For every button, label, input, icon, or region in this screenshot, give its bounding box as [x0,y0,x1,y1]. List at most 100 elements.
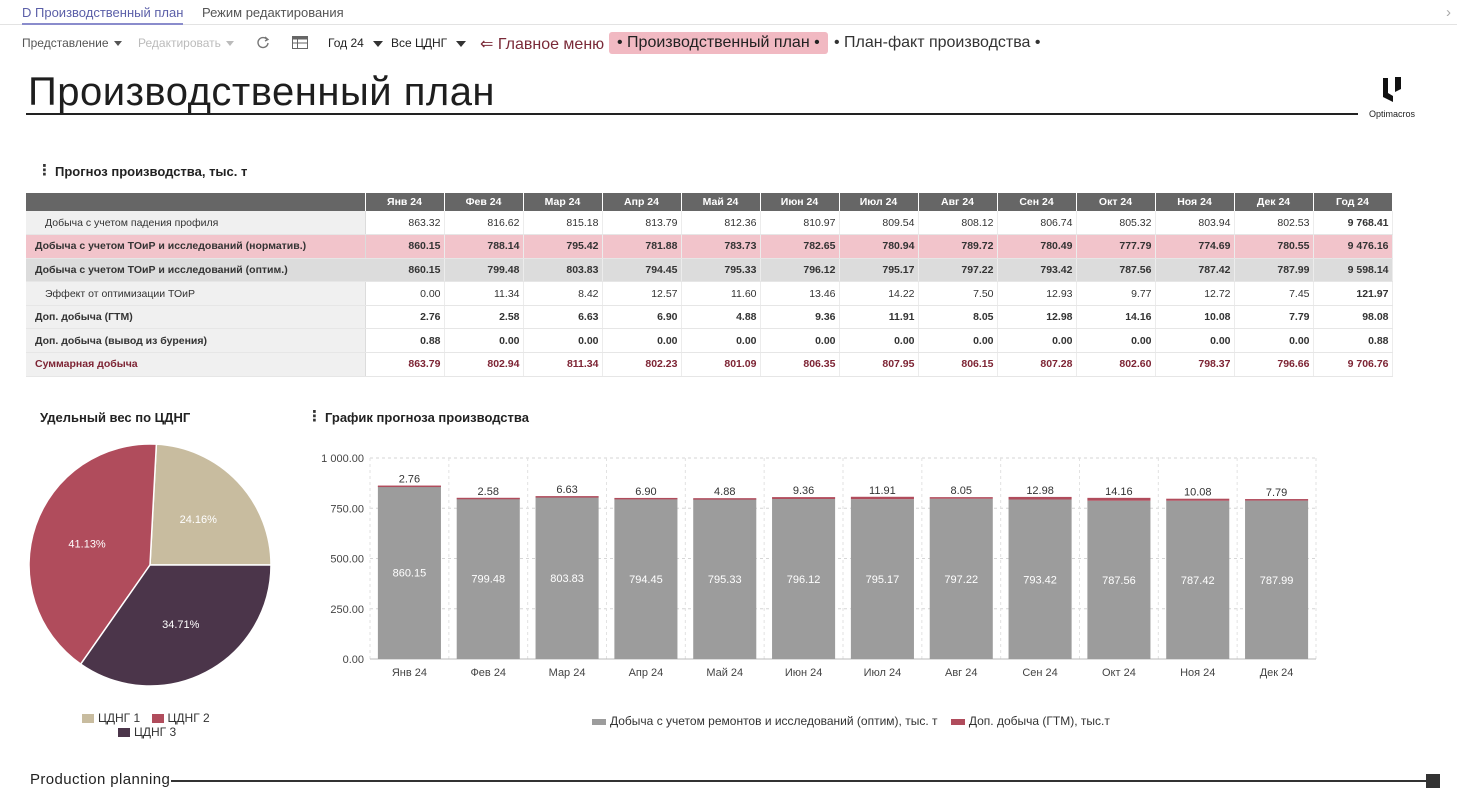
bar-base[interactable] [929,498,993,659]
table-cell[interactable]: 13.46 [760,281,840,306]
bar-top[interactable] [693,498,757,500]
table-cell[interactable]: 780.55 [1234,234,1314,259]
table-cell[interactable]: 802.23 [602,352,682,377]
table-cell[interactable]: 783.73 [681,234,761,259]
table-cell[interactable]: 0.00 [681,328,761,354]
table-cell[interactable]: 795.17 [839,258,919,283]
legend-item[interactable]: ЦДНГ 1 [82,711,140,725]
bar-top[interactable] [535,496,599,498]
table-cell[interactable]: 812.36 [681,211,761,236]
table-cell[interactable]: 7.79 [1234,305,1314,330]
table-cell[interactable]: 12.72 [1155,281,1235,306]
table-cell[interactable]: 799.48 [444,258,524,283]
table-cell[interactable]: 14.16 [1076,305,1156,330]
bar-top[interactable] [377,485,441,488]
table-cell[interactable]: 780.49 [997,234,1077,259]
table-cell[interactable]: 802.94 [444,352,524,377]
bar-top[interactable] [1087,497,1151,501]
table-cell[interactable]: 811.34 [523,352,603,377]
table-cell[interactable]: 802.60 [1076,352,1156,377]
table-cell[interactable]: 0.00 [1076,328,1156,354]
table-cell[interactable]: 807.28 [997,352,1077,377]
table-cell[interactable]: 787.42 [1155,258,1235,283]
bar-base[interactable] [1087,500,1151,659]
table-cell[interactable]: 0.88 [1313,328,1393,354]
table-cell[interactable]: 9 706.76 [1313,352,1393,377]
table-cell[interactable]: 0.00 [839,328,919,354]
cdng-select[interactable]: Все ЦДНГ [391,36,467,50]
table-cell[interactable]: 6.63 [523,305,603,330]
table-cell[interactable]: 0.00 [365,281,445,306]
table-cell[interactable]: 782.65 [760,234,840,259]
table-cell[interactable]: 6.90 [602,305,682,330]
table-cell[interactable]: 793.42 [997,258,1077,283]
nav-plan-fact[interactable]: • План-факт производства • [834,34,1041,51]
table-cell[interactable]: 796.66 [1234,352,1314,377]
table-cell[interactable]: 860.15 [365,234,445,259]
table-cell[interactable]: 0.00 [1234,328,1314,354]
bar-top[interactable] [850,496,914,500]
bar-base[interactable] [1245,500,1309,659]
table-cell[interactable]: 11.91 [839,305,919,330]
bar-base[interactable] [614,499,678,659]
table-cell[interactable]: 11.60 [681,281,761,306]
edit-dropdown[interactable]: Редактировать [138,36,234,50]
chevron-right-icon[interactable]: › [1446,4,1451,21]
table-cell[interactable]: 0.00 [602,328,682,354]
table-cell[interactable]: 802.53 [1234,211,1314,236]
table-cell[interactable]: 813.79 [602,211,682,236]
table-cell[interactable]: 0.00 [444,328,524,354]
bar-top[interactable] [772,497,836,499]
view-dropdown[interactable]: Представление [22,36,122,50]
table-cell[interactable]: 8.05 [918,305,998,330]
bar-base[interactable] [693,499,757,659]
bar-top[interactable] [1008,496,1072,500]
nav-main-menu[interactable]: ⇐ Главное меню [480,36,605,53]
table-cell[interactable]: 795.33 [681,258,761,283]
table-cell[interactable]: 798.37 [1155,352,1235,377]
bar-top[interactable] [614,497,678,500]
nav-production-plan[interactable]: • Производственный план • [609,32,828,54]
legend-item[interactable]: ЦДНГ 2 [151,711,210,725]
table-cell[interactable]: 9.77 [1076,281,1156,306]
table-cell[interactable]: 806.35 [760,352,840,377]
table-cell[interactable]: 12.57 [602,281,682,306]
table-cell[interactable]: 774.69 [1155,234,1235,259]
table-cell[interactable]: 0.00 [918,328,998,354]
bar-base[interactable] [456,498,520,659]
table-cell[interactable]: 2.58 [444,305,524,330]
table-icon[interactable] [292,36,308,52]
table-cell[interactable]: 0.00 [997,328,1077,354]
table-cell[interactable]: 98.08 [1313,305,1393,330]
bar-top[interactable] [1245,499,1309,501]
table-cell[interactable]: 803.94 [1155,211,1235,236]
bar-top[interactable] [456,497,520,500]
table-cell[interactable]: 780.94 [839,234,919,259]
table-cell[interactable]: 9.36 [760,305,840,330]
table-cell[interactable]: 810.97 [760,211,840,236]
chart-menu-icon[interactable]: ⋮ [307,408,322,425]
legend-item[interactable]: Добыча с учетом ремонтов и исследований … [592,714,938,728]
table-cell[interactable]: 807.95 [839,352,919,377]
table-cell[interactable]: 797.22 [918,258,998,283]
table-cell[interactable]: 0.00 [760,328,840,354]
bar-top[interactable] [929,497,993,499]
table-cell[interactable]: 0.88 [365,328,445,354]
bar-base[interactable] [1166,500,1230,659]
table-cell[interactable]: 2.76 [365,305,445,330]
table-cell[interactable]: 794.45 [602,258,682,283]
table-cell[interactable]: 9 598.14 [1313,258,1393,283]
table-cell[interactable]: 7.45 [1234,281,1314,306]
table-cell[interactable]: 9 476.16 [1313,234,1393,259]
table-cell[interactable]: 0.00 [1155,328,1235,354]
table-cell[interactable]: 787.99 [1234,258,1314,283]
bar-base[interactable] [1008,499,1072,659]
table-cell[interactable]: 863.32 [365,211,445,236]
table-cell[interactable]: 781.88 [602,234,682,259]
table-cell[interactable]: 808.12 [918,211,998,236]
legend-item[interactable]: Доп. добыча (ГТМ), тыс.т [950,714,1110,728]
table-cell[interactable]: 816.62 [444,211,524,236]
table-cell[interactable]: 796.12 [760,258,840,283]
bar-base[interactable] [535,497,599,659]
table-cell[interactable]: 9 768.41 [1313,211,1393,236]
